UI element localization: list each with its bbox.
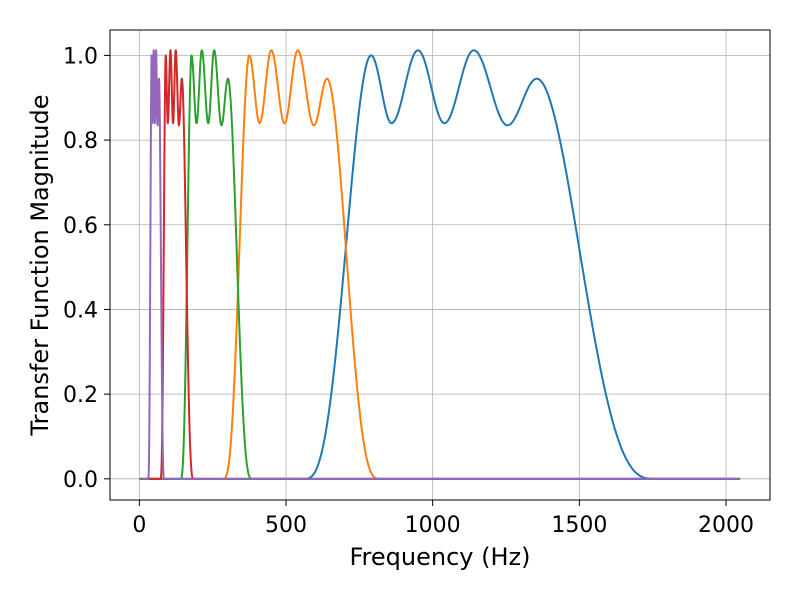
y-tick-label: 0.8 xyxy=(63,129,98,154)
x-tick-label: 2000 xyxy=(698,513,754,538)
y-tick-label: 0.4 xyxy=(63,298,98,323)
grid-lines xyxy=(110,30,770,500)
y-axis-label: Transfer Function Magnitude xyxy=(26,95,54,437)
plot-frame xyxy=(109,29,771,501)
x-axis-label: Frequency (Hz) xyxy=(350,543,531,571)
y-tick-label: 1.0 xyxy=(63,44,98,69)
series-lines xyxy=(139,49,741,480)
series-line-1 xyxy=(139,49,741,480)
x-tick-label: 500 xyxy=(265,513,307,538)
y-tick-label: 0.6 xyxy=(63,214,98,239)
x-tick-label: 1000 xyxy=(405,513,461,538)
series-line-5 xyxy=(139,49,741,480)
series-line-2 xyxy=(139,49,741,480)
axis-ticks: 0 500 1000 1500 2000 0.0 0.2 0.4 0.6 0.8 1.0 xyxy=(63,44,754,538)
x-tick-label: 0 xyxy=(132,513,146,538)
series-line-4 xyxy=(139,49,741,480)
y-tick-label: 0.2 xyxy=(63,383,98,408)
series-line-3 xyxy=(139,49,741,480)
x-tick-label: 1500 xyxy=(551,513,607,538)
y-tick-label: 0.0 xyxy=(63,468,98,493)
